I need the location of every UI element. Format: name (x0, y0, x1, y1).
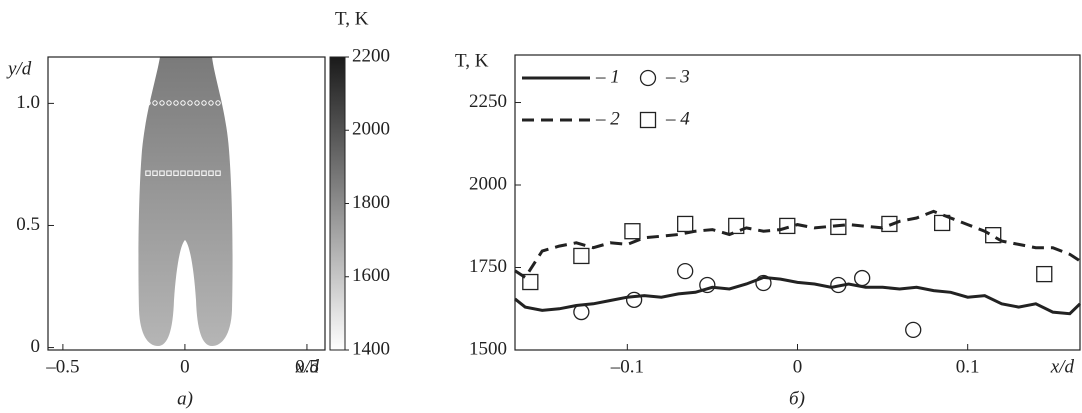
x-tick-label: 0 (180, 356, 190, 377)
colorbar-tick-label: 1400 (352, 338, 390, 359)
axes-frame (515, 55, 1080, 350)
y-tick-label: 2000 (469, 173, 507, 194)
x-tick-label: –0.5 (45, 356, 79, 377)
y-tick-label: 0.5 (16, 214, 40, 235)
series-line (515, 211, 1080, 277)
y-tick-label: 1500 (469, 338, 507, 359)
data-point (625, 224, 640, 239)
y-axis-label: T, K (455, 50, 489, 71)
y-tick-label: 2250 (469, 91, 507, 112)
data-point (906, 322, 921, 337)
y-tick-label: 1.0 (16, 92, 40, 113)
x-tick-label: 0.1 (956, 356, 980, 377)
caption: б) (789, 388, 805, 409)
data-point (780, 218, 795, 233)
colorbar-tick-label: 1600 (352, 265, 390, 286)
y-axis-label: y/d (6, 58, 32, 79)
x-tick-label: 0 (793, 356, 803, 377)
figure: –0.500.500.51.0x/dа)y/d14001600180020002… (0, 0, 1082, 413)
colorbar (330, 57, 345, 350)
x-axis-label: x/d (295, 356, 320, 377)
y-tick-label: 0 (31, 336, 41, 357)
legend-label: – 3 (665, 66, 690, 87)
colorbar-tick-label: 2000 (352, 119, 390, 140)
series-line (515, 277, 1080, 313)
legend-symbol (641, 113, 656, 128)
legend-label: – 2 (595, 108, 620, 129)
x-axis-label: x/d (1050, 356, 1075, 377)
point-marker (146, 101, 150, 105)
x-tick-label: –0.1 (610, 356, 644, 377)
data-point (574, 305, 589, 320)
legend-label: – 1 (595, 66, 620, 87)
colorbar-tick-label: 1800 (352, 192, 390, 213)
legend-label: – 4 (665, 108, 690, 129)
data-point (574, 248, 589, 263)
colorbar-tick-label: 2200 (352, 45, 390, 66)
data-point (678, 216, 693, 231)
legend-symbol (641, 71, 656, 86)
data-point (678, 264, 693, 279)
y-tick-label: 1750 (469, 256, 507, 277)
data-point (627, 292, 642, 307)
caption: а) (177, 388, 193, 409)
data-point (1037, 267, 1052, 282)
data-point (855, 271, 870, 286)
colorbar-label: T, K (335, 8, 369, 29)
